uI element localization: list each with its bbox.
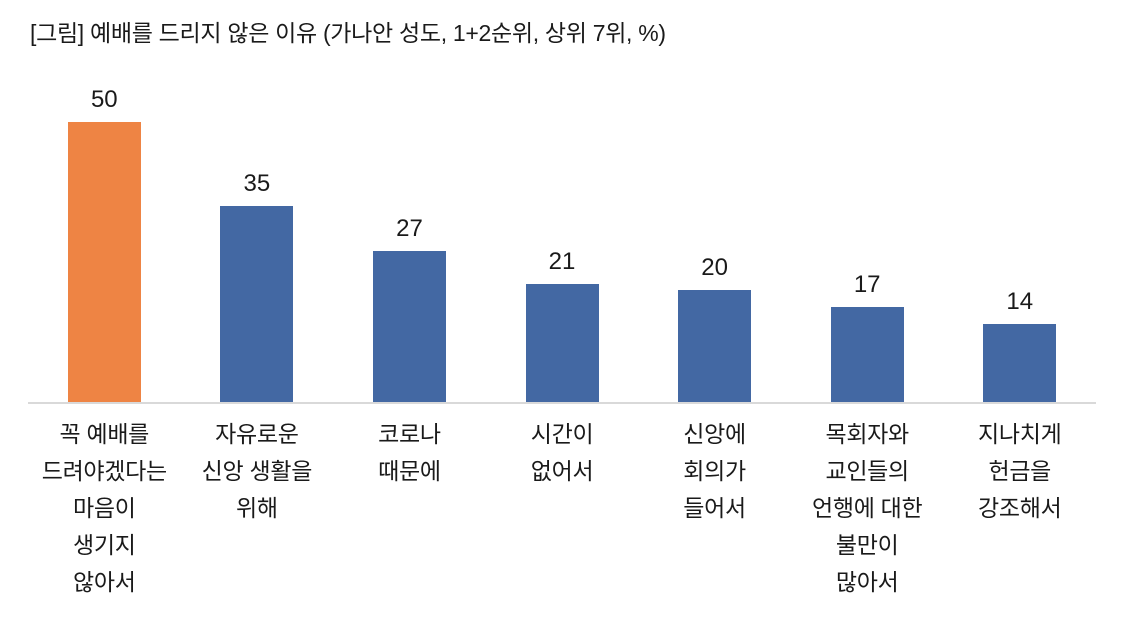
category-label: 자유로운 신앙 생활을 위해 xyxy=(201,421,313,521)
bars-container: 50 35 27 21 20 17 14 xyxy=(28,80,1096,402)
x-axis-line xyxy=(28,402,1096,404)
bar xyxy=(67,122,141,402)
bar-value-label: 14 xyxy=(1006,288,1034,315)
category-axis-labels: 꼭 예배를 드려야겠다는 마음이 생기지 않아서 자유로운 신앙 생활을 위해 … xyxy=(28,416,1096,601)
bar-value-label: 21 xyxy=(548,248,576,275)
bar-group: 20 xyxy=(638,255,791,402)
bar xyxy=(372,251,446,402)
bar xyxy=(525,284,599,402)
bar xyxy=(220,206,294,402)
category-label: 지나치게 헌금을 강조해서 xyxy=(978,421,1062,521)
bar-group: 35 xyxy=(181,171,334,402)
category-label: 목회자와 교인들의 언행에 대한 불만이 많아서 xyxy=(811,421,923,595)
chart-title: [그림] 예배를 드리지 않은 이유 (가나안 성도, 1+2순위, 상위 7위… xyxy=(30,20,666,46)
bar xyxy=(983,324,1057,402)
bar-group: 14 xyxy=(943,289,1096,402)
bar-group: 50 xyxy=(28,87,181,402)
bar-value-label: 50 xyxy=(90,86,118,113)
category-label: 코로나 때문에 xyxy=(378,421,441,484)
category-label: 꼭 예배를 드려야겠다는 마음이 생기지 않아서 xyxy=(41,421,167,595)
bar-value-label: 35 xyxy=(243,170,271,197)
plot-area: 50 35 27 21 20 17 14 xyxy=(28,80,1096,402)
bar xyxy=(830,307,904,402)
bar xyxy=(678,290,752,402)
bar-value-label: 20 xyxy=(701,254,728,281)
bar-group: 27 xyxy=(333,216,486,402)
category-label: 신앙에 회의가 들어서 xyxy=(683,421,746,521)
bar-value-label: 17 xyxy=(853,271,881,298)
category-label: 시간이 없어서 xyxy=(530,421,594,484)
bar-value-label: 27 xyxy=(396,215,423,242)
bar-group: 17 xyxy=(791,272,944,402)
bar-group: 21 xyxy=(486,249,639,402)
